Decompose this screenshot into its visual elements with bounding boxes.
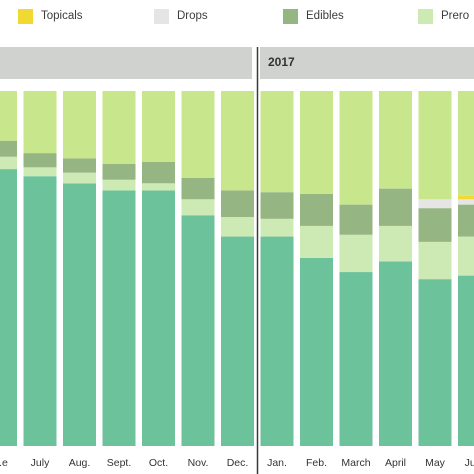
bar-segment-prerolls <box>300 225 333 258</box>
bar-segment-other <box>63 91 96 159</box>
bar-segment-prerolls <box>181 199 215 216</box>
bar-segment-flower <box>300 257 333 446</box>
bar-segment-prerolls <box>379 225 412 262</box>
legend-label-topicals: Topicals <box>41 10 83 22</box>
bar-segment-edibles <box>418 208 452 242</box>
bar-segment-other <box>379 91 412 189</box>
bar-segment-other <box>0 91 17 141</box>
bar-segment-flower <box>418 279 452 446</box>
legend-swatch-prerolls <box>418 8 433 24</box>
x-tick-label: Dec. <box>227 457 249 469</box>
bar-segment-flower <box>260 236 294 446</box>
bar-segment-drops <box>418 199 452 209</box>
legend-swatch-topicals <box>18 8 33 24</box>
bar-segment-edibles <box>0 140 17 157</box>
x-tick-label: Feb. <box>306 457 327 469</box>
legend-swatch-edibles <box>283 8 298 24</box>
bar-segment-other <box>260 91 294 193</box>
bar-segment-flower <box>102 190 136 446</box>
bar-segment-edibles <box>63 158 96 173</box>
year-band-2017 <box>260 47 474 79</box>
bar-segment-flower <box>142 190 175 446</box>
legend-label-prerolls: Prero <box>441 10 470 22</box>
bar-segment-edibles <box>300 193 333 226</box>
bar-segment-other <box>23 91 57 154</box>
bar-segment-prerolls <box>418 241 452 280</box>
bar-segment-edibles <box>142 162 175 184</box>
bar-segment-prerolls <box>142 183 175 191</box>
bar-segment-prerolls <box>339 234 373 273</box>
bar-segment-flower <box>0 169 17 446</box>
bar-segment-edibles <box>221 190 254 218</box>
bar-segment-other <box>339 91 373 205</box>
legend-swatch-drops <box>154 8 169 24</box>
bar-segment-prerolls <box>0 156 17 170</box>
bar-segment-other <box>102 91 136 164</box>
x-tick-label: Nov. <box>188 457 209 469</box>
bar-segment-edibles <box>23 153 57 168</box>
year-label: 2017 <box>268 55 295 69</box>
legend: Topicals Drops Edibles Prero <box>0 0 474 34</box>
bar-segment-prerolls <box>102 179 136 191</box>
bar-segment-flower <box>379 261 412 446</box>
bar-segment-other <box>181 91 215 178</box>
bar-segment-flower <box>221 236 254 446</box>
bar-segment-flower <box>63 183 96 447</box>
bar-segment-other <box>458 91 474 196</box>
year-band-2016 <box>0 47 252 79</box>
bar-segment-other <box>142 91 175 162</box>
legend-label-edibles: Edibles <box>306 10 344 22</box>
bar-segment-flower <box>23 176 57 446</box>
bar-segment-prerolls <box>23 167 57 177</box>
x-tick-label: ...e <box>0 457 8 469</box>
bar-segment-topicals <box>458 195 474 200</box>
bar-segment-other <box>221 91 254 191</box>
bar-segment-edibles <box>379 188 412 226</box>
x-tick-label: May <box>425 457 446 469</box>
bar-segment-prerolls <box>458 236 474 276</box>
x-tick-label: July <box>31 457 50 469</box>
bar-segment-prerolls <box>260 218 294 237</box>
bar-segment-other <box>300 91 333 194</box>
bar-segment-prerolls <box>221 217 254 237</box>
bar-segment-flower <box>339 272 373 446</box>
x-tick-label: April <box>385 457 406 469</box>
bar-segment-other <box>418 91 452 200</box>
bar-segment-edibles <box>339 204 373 235</box>
x-tick-label: Aug. <box>69 457 91 469</box>
bar-segment-edibles <box>181 177 215 200</box>
x-tick-label: Oct. <box>149 457 168 469</box>
bar-segment-prerolls <box>63 172 96 184</box>
bar-segment-drops <box>458 199 474 205</box>
legend-label-drops: Drops <box>177 10 208 22</box>
x-tick-label: March <box>341 457 370 469</box>
bar-segment-flower <box>458 275 474 446</box>
legend-item-drops: Drops <box>154 6 208 26</box>
legend-item-prerolls: Prero <box>418 6 469 26</box>
legend-item-topicals: Topicals <box>18 6 83 26</box>
bar-segment-edibles <box>102 163 136 180</box>
bar-segment-flower <box>181 215 215 446</box>
x-tick-label: Ju... <box>465 457 474 469</box>
bar-segment-edibles <box>458 204 474 237</box>
legend-item-edibles: Edibles <box>283 6 344 26</box>
x-tick-label: Sept. <box>107 457 132 469</box>
x-tick-label: Jan. <box>267 457 287 469</box>
bar-segment-edibles <box>260 192 294 219</box>
